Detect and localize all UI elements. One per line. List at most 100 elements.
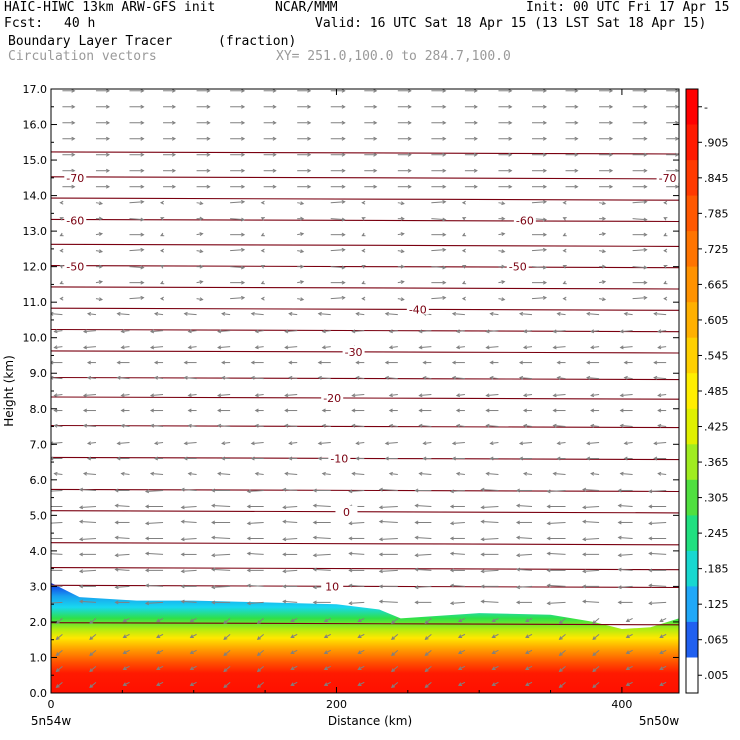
vector-head [659, 682, 664, 686]
vector-head [400, 249, 405, 254]
vector-shaft [620, 346, 633, 349]
vector-head [122, 618, 127, 622]
vector-head [461, 248, 466, 253]
vector-head [307, 152, 312, 157]
vector-shaft [146, 521, 164, 524]
vector-shaft [230, 201, 245, 204]
vector-head [552, 423, 557, 428]
vector-head [206, 184, 211, 189]
vector-shaft [212, 568, 231, 571]
y-axis: 0.0 1.0 2.0 3.0 4.0 5.0 6.0 7.0 8.0 9.0 10.0 11.0 12… [23, 83, 679, 700]
vector-head [341, 247, 346, 252]
vector-head [378, 487, 383, 492]
vector-head [341, 104, 346, 109]
vector-head [312, 553, 317, 558]
vector-head [525, 682, 530, 686]
vector-head [657, 408, 662, 413]
vector-shaft [553, 346, 566, 349]
vector-head [116, 441, 121, 446]
vector-shaft [222, 442, 231, 445]
contour-line [51, 265, 679, 269]
vector-shaft [349, 521, 365, 524]
vector-head [378, 505, 383, 510]
vector-shaft [481, 569, 499, 572]
y-tick-label: 0.0 [30, 687, 48, 700]
vector-head [341, 199, 346, 204]
vector-shaft [285, 394, 298, 397]
vector-head [260, 200, 265, 205]
vector-head [390, 620, 396, 625]
vector-shaft [481, 600, 499, 603]
colorbar-swatch [686, 195, 698, 232]
vector-head [89, 652, 94, 657]
vector-head [501, 232, 506, 236]
vector-head [657, 393, 662, 398]
vector-head [546, 504, 551, 509]
vector-head [552, 408, 557, 413]
vector-head [546, 568, 551, 573]
vector-shaft [290, 665, 298, 670]
contour-line [51, 350, 679, 354]
vector-head [643, 89, 648, 93]
vector-head [288, 375, 293, 380]
vector-shaft [212, 504, 231, 507]
vector-shaft [117, 377, 130, 380]
vector-head [171, 184, 177, 189]
vector-shaft [146, 601, 164, 604]
vector-shaft [54, 472, 63, 475]
vector-head [418, 408, 423, 413]
vector-shaft [559, 649, 566, 656]
vector-head [160, 217, 165, 221]
vector-head [558, 668, 563, 673]
vector-head [625, 634, 630, 638]
vector-head [82, 345, 88, 350]
vector-head [414, 600, 419, 605]
vector-shaft [481, 537, 499, 540]
vector-head [312, 488, 317, 493]
vector-shaft [452, 313, 465, 316]
vector-shaft [592, 618, 600, 624]
vector-head [312, 585, 317, 590]
vector-shaft [51, 377, 63, 380]
colorbar-label: .185 [704, 563, 729, 576]
vector-shaft [391, 681, 399, 688]
vector-head [199, 264, 204, 269]
vector-head [272, 89, 277, 93]
vector-shaft [330, 201, 345, 204]
vector-head [663, 265, 668, 269]
vector-head [241, 104, 246, 109]
vector-head [648, 536, 653, 541]
vector-shaft [649, 584, 667, 587]
vector-head [384, 456, 389, 461]
colorbar-label: .065 [704, 634, 729, 647]
vector-head [357, 682, 362, 686]
vector-shaft [553, 425, 566, 428]
vector-head [355, 360, 360, 365]
vector-head [144, 583, 150, 588]
vector-head [105, 152, 111, 157]
vector-shaft [156, 633, 164, 638]
vector-head [653, 360, 658, 365]
vector-head [59, 296, 64, 301]
vector-head [171, 152, 177, 157]
contour-label-bg [321, 580, 344, 592]
vector-head [217, 423, 222, 428]
vector-head [120, 471, 125, 476]
vector-head [648, 551, 653, 556]
vector-head [256, 652, 261, 657]
vector-shaft [255, 425, 264, 428]
vector-head [489, 375, 494, 380]
vector-head [542, 199, 548, 204]
vector-shaft [559, 633, 566, 640]
vector-head [542, 120, 548, 125]
vector-shaft [230, 297, 245, 300]
vector-shaft [247, 521, 264, 524]
vector-head [290, 634, 295, 638]
vector-head [114, 567, 119, 572]
vector-head [282, 569, 287, 574]
vector-head [361, 217, 366, 221]
vector-head [546, 521, 551, 526]
vector-head [373, 104, 378, 109]
vector-shaft [56, 681, 63, 688]
vector-head [518, 311, 524, 316]
